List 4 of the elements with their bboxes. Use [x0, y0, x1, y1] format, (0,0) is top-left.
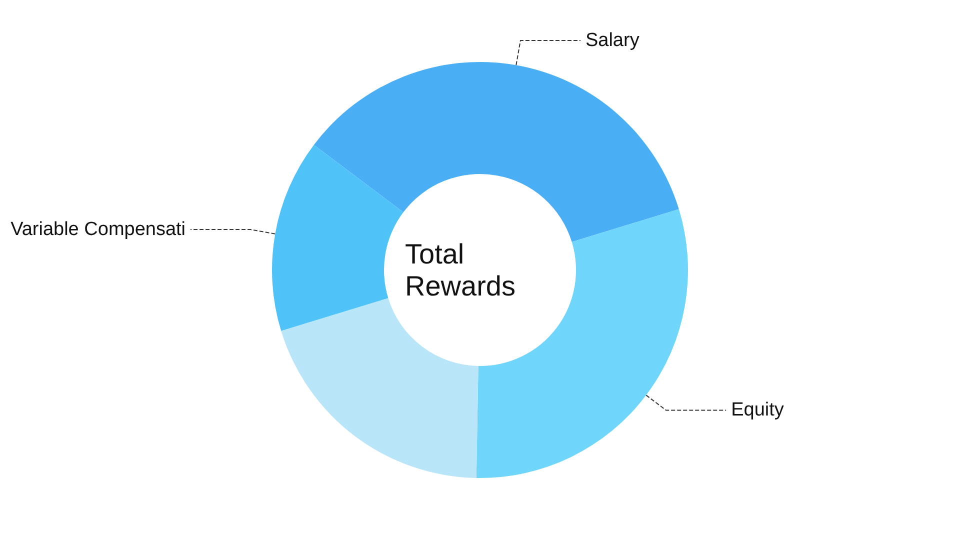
slice-label: Salary: [585, 30, 640, 52]
text: Total Rewards: [405, 238, 516, 302]
slice-label: Variable Compensati: [10, 219, 186, 240]
slice-label: Equity: [731, 400, 784, 421]
